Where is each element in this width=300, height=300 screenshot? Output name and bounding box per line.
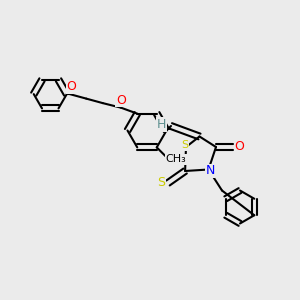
Text: S: S [181,140,188,151]
Text: O: O [116,94,126,106]
Text: O: O [66,80,76,93]
Text: H: H [157,118,166,131]
Text: O: O [234,140,244,154]
Text: S: S [158,176,165,190]
Text: N: N [205,164,215,178]
Text: CH₃: CH₃ [166,154,187,164]
